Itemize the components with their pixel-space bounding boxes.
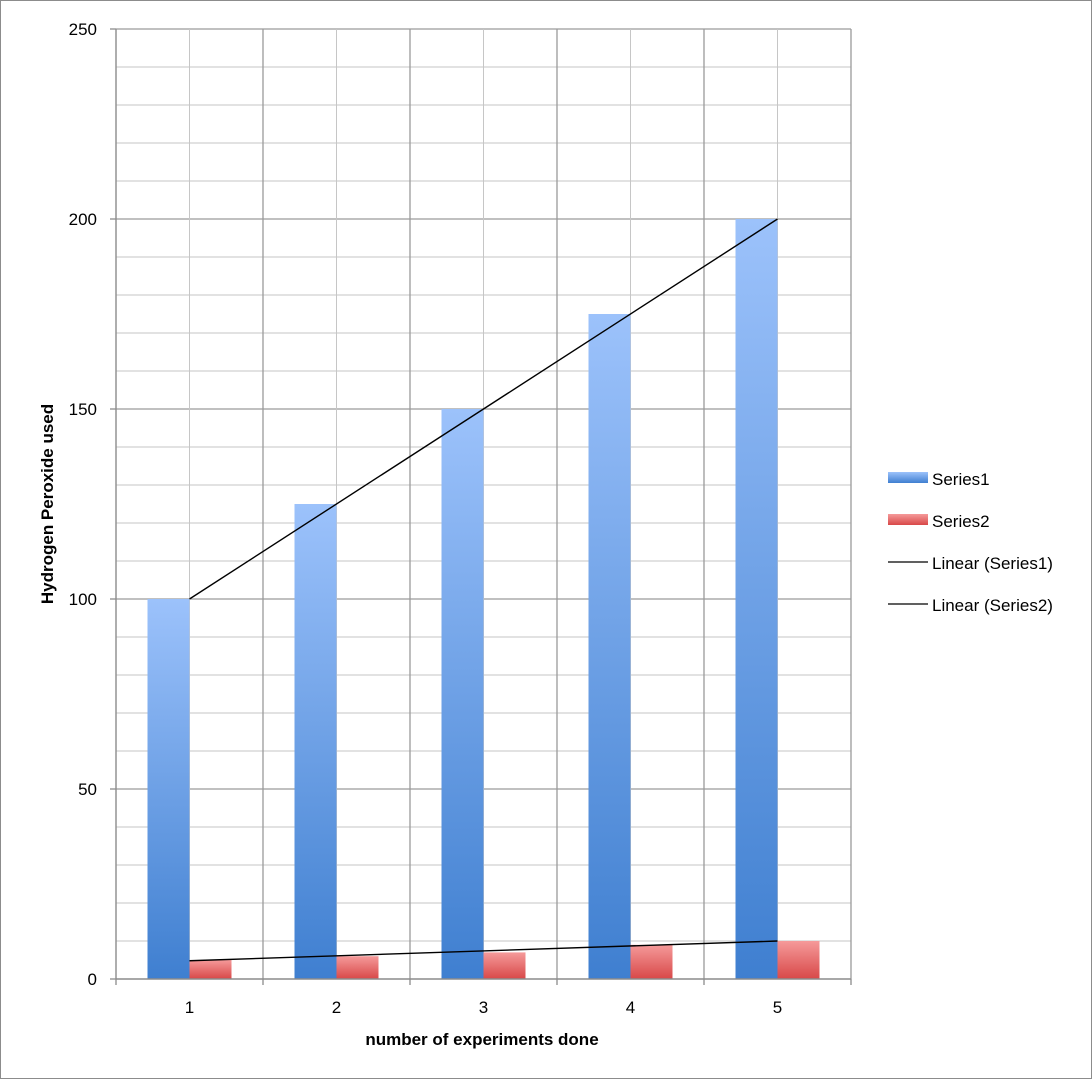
x-axis-title: number of experiments done	[365, 1030, 598, 1049]
x-tick-label: 1	[185, 998, 194, 1017]
bar-series1-2[interactable]	[294, 504, 337, 979]
legend-swatch-series2	[888, 514, 928, 525]
x-tick-label: 3	[479, 998, 488, 1017]
legend-item-series2[interactable]: Series2	[888, 512, 990, 531]
y-tick-label: 50	[78, 780, 97, 799]
bar-series1-5[interactable]	[735, 219, 778, 979]
legend-label-linear-series2: Linear (Series2)	[932, 596, 1053, 615]
tick-label-layer: 0 50 100 150 200 250 1 2 3 4 5	[69, 20, 783, 1017]
x-tick-label: 5	[773, 998, 782, 1017]
x-tick-label: 4	[626, 998, 635, 1017]
legend: Series1 Series2 Linear (Series1) Linear …	[888, 470, 1053, 615]
bars-layer	[147, 219, 820, 979]
y-tick-label: 100	[69, 590, 97, 609]
legend-item-linear-series1[interactable]: Linear (Series1)	[888, 554, 1053, 573]
y-tick-label: 250	[69, 20, 97, 39]
trendline-layer	[189, 218, 778, 962]
y-axis-title: Hydrogen Peroxide used	[38, 404, 57, 604]
trendline-series1	[189, 218, 778, 600]
bar-series1-4[interactable]	[588, 314, 631, 979]
bar-series2-5[interactable]	[777, 941, 820, 979]
legend-item-linear-series2[interactable]: Linear (Series2)	[888, 596, 1053, 615]
bar-series2-1[interactable]	[189, 960, 232, 979]
legend-item-series1[interactable]: Series1	[888, 470, 990, 489]
trendline-series2	[189, 940, 778, 962]
axes-layer	[110, 28, 852, 985]
grid-layer	[116, 28, 852, 979]
bar-series1-3[interactable]	[441, 409, 484, 979]
bar-series2-3[interactable]	[483, 952, 526, 979]
x-tick-label: 2	[332, 998, 341, 1017]
y-tick-label: 200	[69, 210, 97, 229]
bar-series2-2[interactable]	[336, 956, 379, 979]
legend-swatch-series1	[888, 472, 928, 483]
y-tick-label: 150	[69, 400, 97, 419]
legend-label-series1: Series1	[932, 470, 990, 489]
legend-label-linear-series1: Linear (Series1)	[932, 554, 1053, 573]
bar-series2-4[interactable]	[630, 944, 673, 979]
bar-series1-1[interactable]	[147, 599, 190, 979]
y-tick-label: 0	[88, 970, 97, 989]
legend-label-series2: Series2	[932, 512, 990, 531]
